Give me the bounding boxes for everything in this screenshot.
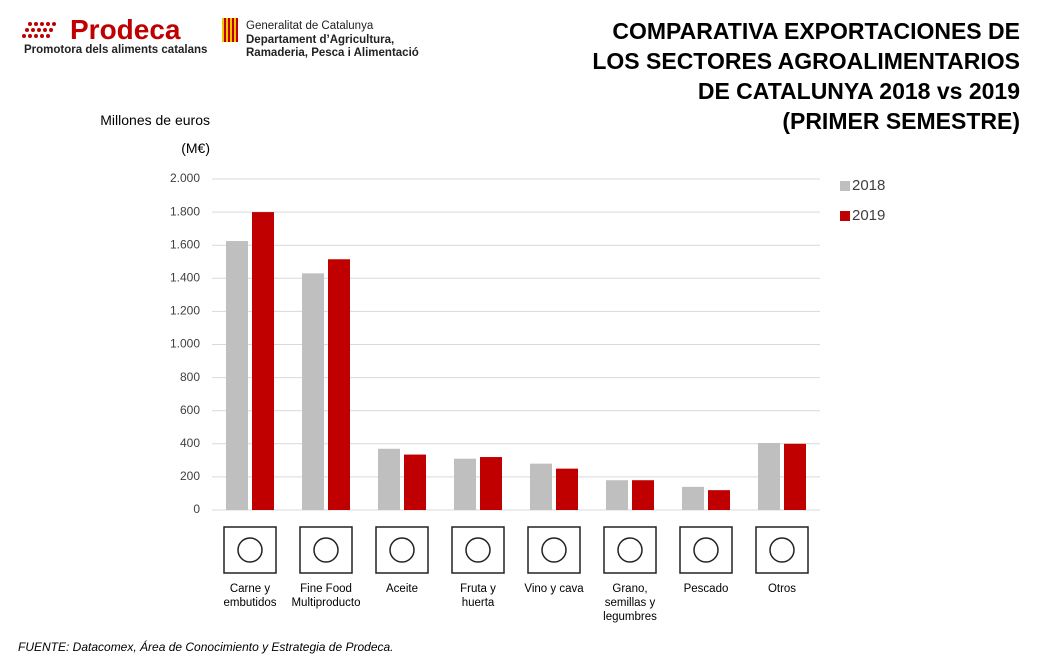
legend-label: 2019	[852, 207, 886, 224]
category-icon-glyph	[769, 537, 795, 563]
legend-swatch	[840, 211, 850, 221]
category-icon-glyph	[313, 537, 339, 563]
y-tick-label: 400	[180, 436, 200, 450]
bar	[556, 468, 578, 510]
generalitat-logo	[222, 18, 238, 42]
y-tick-label: 1.000	[170, 337, 200, 351]
brand-subtitle: Promotora dels aliments catalans	[24, 44, 208, 56]
y-tick-label: 2.000	[170, 171, 200, 185]
category-icon-glyph	[465, 537, 491, 563]
y-axis-label: Millones de euros (M€)	[100, 112, 210, 156]
brand: Prodeca	[70, 14, 181, 45]
legend-swatch	[840, 181, 850, 191]
category-icon	[375, 526, 429, 574]
bar	[252, 212, 274, 510]
bar	[606, 480, 628, 510]
source: FUENTE: Datacomex, Área de Conocimiento …	[18, 640, 394, 654]
category-icon	[451, 526, 505, 574]
chart-title: COMPARATIVA EXPORTACIONES DE LOS SECTORE…	[592, 18, 1020, 134]
bar	[454, 458, 476, 510]
category-icon-glyph	[617, 537, 643, 563]
y-tick-label: 1.800	[170, 204, 200, 218]
category-icon	[755, 526, 809, 574]
institution: Generalitat de Catalunya	[246, 20, 374, 32]
y-tick-label: 600	[180, 403, 200, 417]
category-icon	[603, 526, 657, 574]
category-icon	[527, 526, 581, 574]
bar	[226, 241, 248, 510]
bar	[404, 454, 426, 510]
bar	[530, 463, 552, 510]
x-tick-label: Fine Food Multiproducto	[291, 583, 361, 609]
x-tick-label: Grano, semillas y legumbres	[603, 583, 657, 623]
bar	[480, 457, 502, 510]
category-icon-glyph	[389, 537, 415, 563]
category-icon	[299, 526, 353, 574]
category-icon	[679, 526, 733, 574]
category-icon-glyph	[693, 537, 719, 563]
y-tick-label: 1.600	[170, 237, 200, 251]
x-tick-label: Fruta y huerta	[460, 583, 496, 609]
category-icon	[223, 526, 277, 574]
bar	[302, 273, 324, 510]
bar	[758, 442, 780, 510]
bar	[632, 480, 654, 510]
y-tick-label: 1.200	[170, 304, 200, 318]
y-tick-label: 1.400	[170, 270, 200, 284]
y-tick-label: 800	[180, 370, 200, 384]
y-tick-label: 0	[193, 502, 200, 516]
bar	[708, 490, 730, 510]
x-tick-label: Pescado	[683, 583, 729, 595]
legend-label: 2018	[852, 177, 886, 194]
bar	[328, 259, 350, 510]
x-tick-label: Carne y embutidos	[223, 583, 277, 609]
x-tick-label: Aceite	[386, 583, 418, 595]
prodeca-logo	[22, 22, 56, 38]
bar	[682, 486, 704, 510]
bar	[784, 443, 806, 510]
department: Departament d’Agricultura, Ramaderia, Pe…	[246, 34, 419, 59]
x-tick-label: Vino y cava	[524, 583, 584, 595]
y-tick-label: 200	[180, 469, 200, 483]
bar	[378, 448, 400, 510]
category-icon-glyph	[237, 537, 263, 563]
category-icon-glyph	[541, 537, 567, 563]
x-tick-label: Otros	[767, 583, 797, 595]
